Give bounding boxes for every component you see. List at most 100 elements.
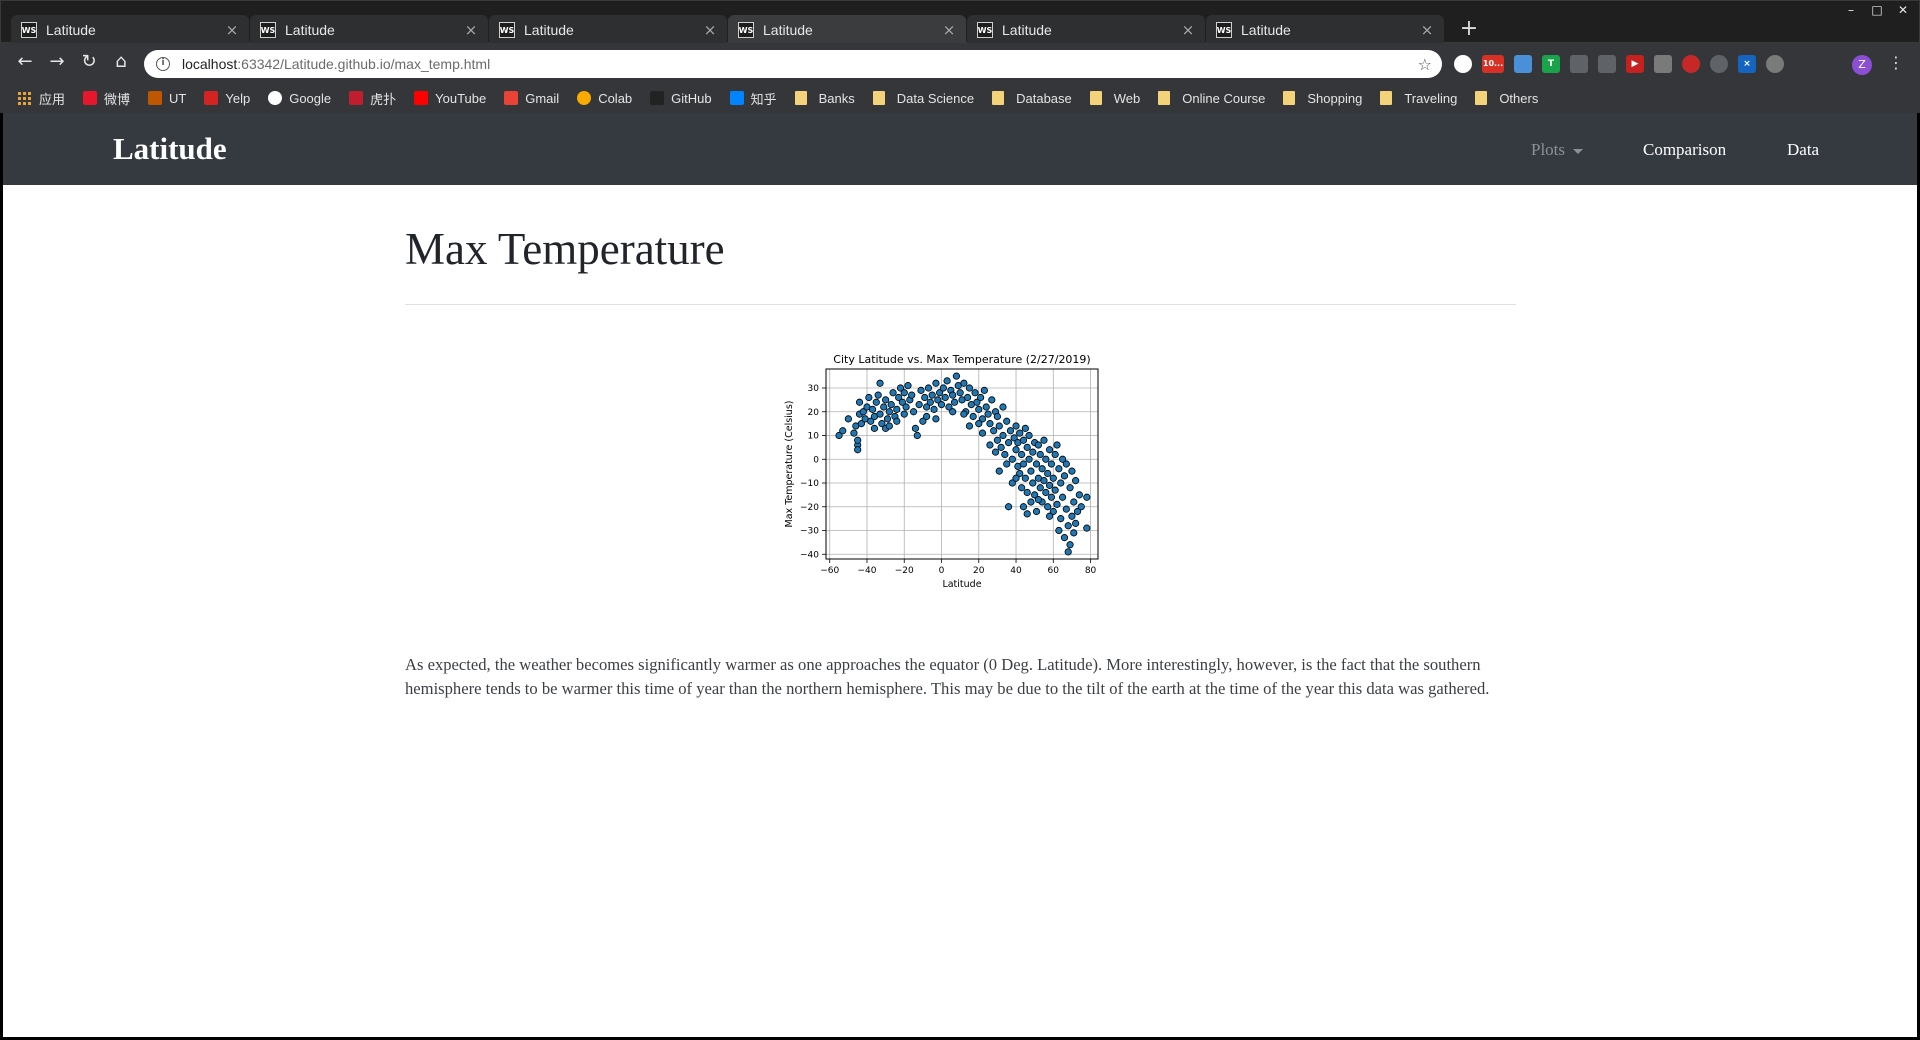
extension-circle-icon[interactable] <box>1454 55 1472 73</box>
extension-shield-icon[interactable] <box>1570 55 1588 73</box>
site-brand[interactable]: Latitude <box>113 131 227 166</box>
data-point <box>1068 467 1076 475</box>
ws-favicon-icon: WS <box>260 22 276 38</box>
x-tick-label: 0 <box>939 566 945 576</box>
data-point <box>1016 429 1024 437</box>
extension-yab-icon[interactable] <box>1682 55 1700 73</box>
data-point <box>995 422 1003 430</box>
extension-cube-icon[interactable] <box>1514 55 1532 73</box>
data-point <box>977 393 985 402</box>
browser-menu-icon[interactable]: ⋮ <box>1888 53 1904 72</box>
bookmark-item[interactable]: 应用 <box>18 89 65 108</box>
bookmark-item[interactable]: Data Science <box>872 91 974 106</box>
bookmark-item[interactable]: UT <box>148 91 186 106</box>
data-point <box>1012 446 1020 454</box>
extension-globe-icon[interactable] <box>1766 55 1784 73</box>
y-tick-label: 0 <box>813 455 819 465</box>
browser-tab[interactable]: WS Latitude × <box>728 15 966 45</box>
home-icon[interactable]: ⌂ <box>115 51 127 72</box>
bookmark-item[interactable]: Database <box>992 91 1072 106</box>
bookmark-item[interactable]: Banks <box>794 91 855 106</box>
browser-tab[interactable]: WS Latitude × <box>1206 15 1444 45</box>
bookmark-item[interactable]: GitHub <box>650 91 712 106</box>
bookmark-label: Google <box>289 90 332 106</box>
weibo-icon <box>83 91 98 105</box>
bookmark-item[interactable]: Shopping <box>1283 91 1362 106</box>
tab-title: Latitude <box>285 22 335 38</box>
bookmark-item[interactable]: Yelp <box>204 91 250 106</box>
back-icon[interactable]: ← <box>17 51 33 72</box>
bookmark-item[interactable]: Web <box>1089 91 1140 106</box>
bookmark-item[interactable]: Online Course <box>1158 91 1265 106</box>
data-point <box>1012 422 1020 430</box>
extension-headphones-icon[interactable] <box>1710 55 1728 73</box>
bookmark-item[interactable]: Colab <box>577 91 632 106</box>
close-tab-icon[interactable]: × <box>1181 21 1195 39</box>
close-tab-icon[interactable]: × <box>1420 21 1434 39</box>
close-tab-icon[interactable]: × <box>942 21 956 39</box>
data-point <box>1019 503 1028 511</box>
profile-avatar[interactable]: Z <box>1852 55 1872 75</box>
data-point <box>928 391 936 399</box>
maximize-icon[interactable]: □ <box>1871 3 1883 17</box>
browser-tab[interactable]: WS Latitude × <box>11 15 249 45</box>
bookmark-item[interactable]: 虎扑 <box>349 89 396 108</box>
folder-icon <box>1475 91 1488 105</box>
nav-plots-dropdown[interactable]: Plots <box>1531 140 1584 160</box>
bookmark-item[interactable]: Others <box>1475 91 1538 106</box>
forward-icon[interactable]: → <box>49 51 65 72</box>
close-tab-icon[interactable]: × <box>464 21 478 39</box>
bookmark-star-icon[interactable]: ☆ <box>1417 54 1432 74</box>
new-tab-button[interactable]: + <box>1459 16 1479 41</box>
folder-icon <box>1089 91 1102 105</box>
extension-grey-icon[interactable] <box>1654 55 1672 73</box>
extension-play-icon[interactable]: ▶ <box>1626 55 1644 73</box>
data-point <box>883 415 892 423</box>
site-info-icon[interactable]: i <box>156 57 170 71</box>
data-point <box>934 396 942 404</box>
data-point <box>952 372 961 380</box>
close-tab-icon[interactable]: × <box>225 21 239 39</box>
browser-tab[interactable]: WS Latitude × <box>250 15 488 45</box>
minimize-icon[interactable]: – <box>1848 3 1854 17</box>
data-point <box>926 398 934 406</box>
bookmark-label: Traveling <box>1404 90 1458 106</box>
close-window-icon[interactable]: ✕ <box>1897 3 1909 17</box>
ut-shield-icon <box>148 91 163 105</box>
data-point <box>1068 512 1076 520</box>
data-point <box>1036 484 1044 492</box>
close-tab-icon[interactable]: × <box>703 21 717 39</box>
bookmark-item[interactable]: Gmail <box>504 91 559 106</box>
data-point <box>872 398 880 406</box>
data-point <box>1027 498 1035 506</box>
data-point <box>865 393 873 402</box>
nav-data-link[interactable]: Data <box>1787 140 1820 159</box>
data-point <box>1057 515 1065 523</box>
nav-comparison-link[interactable]: Comparison <box>1643 140 1727 159</box>
browser-toolbar: ← → ↻ ⌂ i localhost:63342/Latitude.githu… <box>0 43 1920 83</box>
data-point <box>999 431 1007 440</box>
data-point <box>1077 503 1085 511</box>
data-point <box>1019 436 1028 444</box>
bookmark-item[interactable]: YouTube <box>414 91 486 106</box>
bookmark-item[interactable]: Traveling <box>1380 91 1457 106</box>
bookmark-item[interactable]: Google <box>268 91 331 106</box>
data-point <box>965 422 974 430</box>
data-point <box>956 389 964 397</box>
bookmark-item[interactable]: 知乎 <box>729 89 777 108</box>
browser-tab[interactable]: WS Latitude × <box>967 15 1205 45</box>
gmail-checker-icon[interactable]: 10... <box>1482 55 1504 73</box>
reload-icon[interactable]: ↻ <box>81 51 97 72</box>
extension-glasses-icon[interactable] <box>1598 55 1616 73</box>
data-point <box>937 401 946 409</box>
browser-tab[interactable]: WS Latitude × <box>489 15 727 45</box>
data-point <box>1049 474 1057 482</box>
address-bar[interactable]: i localhost:63342/Latitude.github.io/max… <box>144 50 1442 78</box>
data-point <box>993 412 1001 421</box>
extension-t-icon[interactable]: T <box>1542 55 1560 73</box>
tab-strip: WS Latitude × WS Latitude × WS Latitude × WS Latit… <box>0 0 1920 45</box>
extension-x-icon[interactable]: × <box>1738 55 1756 73</box>
data-point <box>960 410 968 418</box>
url-path: :63342/Latitude.github.io/max_temp.html <box>237 56 491 72</box>
bookmark-item[interactable]: 微博 <box>83 89 130 108</box>
